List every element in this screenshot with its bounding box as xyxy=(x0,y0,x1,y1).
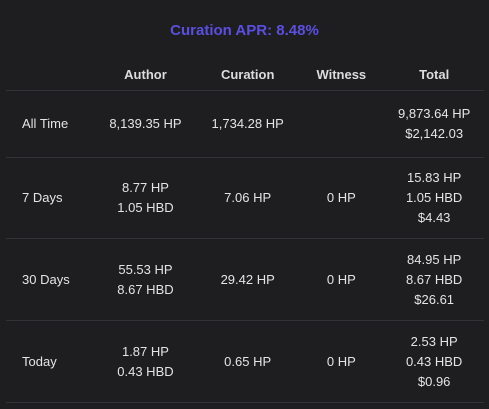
table-row-7-days: 7 Days 8.77 HP 1.05 HBD 7.06 HP 0 HP 15.… xyxy=(6,157,484,239)
author-cell: 1.87 HP 0.43 HBD xyxy=(93,320,197,403)
curation-apr-label: Curation APR: xyxy=(170,22,273,39)
total-hbd: 1.05 HBD xyxy=(405,190,463,205)
rewards-table: Author Curation Witness Total All Time 8… xyxy=(6,58,484,403)
total-usd: $26.61 xyxy=(414,291,455,307)
curation-cell: 1,734.28 HP xyxy=(197,90,299,158)
total-usd: $0.96 xyxy=(417,373,451,389)
table-header-row: Author Curation Witness Total xyxy=(6,58,484,91)
curation-hp: 1,734.28 HP xyxy=(211,116,284,131)
header-period xyxy=(6,58,94,91)
curation-hp: 0.65 HP xyxy=(224,353,272,369)
curation-cell: 29.42 HP xyxy=(197,238,299,321)
total-hp: 9,873.64 HP xyxy=(398,106,471,121)
curation-apr-value: 8.48% xyxy=(276,22,319,39)
author-hp: 8,139.35 HP xyxy=(109,116,182,131)
author-hbd: 8.67 HBD xyxy=(117,281,174,297)
period-label: Today xyxy=(6,320,94,403)
curation-cell: 0.65 HP xyxy=(197,320,299,403)
total-cell: 9,873.64 HP $2,142.03 xyxy=(384,90,484,158)
total-usd: $2,142.03 xyxy=(405,126,464,141)
curation-hp: 7.06 HP xyxy=(224,190,272,205)
author-cell: 8.77 HP 1.05 HBD xyxy=(93,157,197,239)
author-hbd: 1.05 HBD xyxy=(117,200,174,215)
total-hp: 2.53 HP xyxy=(410,333,458,349)
header-curation: Curation xyxy=(220,66,275,82)
table-row-all-time: All Time 8,139.35 HP 1,734.28 HP 9,873.6… xyxy=(6,90,484,158)
total-cell: 2.53 HP 0.43 HBD $0.96 xyxy=(384,320,484,403)
author-cell: 8,139.35 HP xyxy=(93,90,197,158)
table-row-30-days: 30 Days 55.53 HP 8.67 HBD 29.42 HP 0 HP … xyxy=(6,238,484,321)
period-label: All Time xyxy=(6,90,94,158)
author-hp: 55.53 HP xyxy=(118,261,173,277)
witness-hp: 0 HP xyxy=(326,271,356,287)
witness-cell xyxy=(298,90,385,158)
curation-hp: 29.42 HP xyxy=(220,271,275,287)
curation-apr: Curation APR: 8.48% xyxy=(0,22,489,39)
total-hp: 15.83 HP xyxy=(407,170,462,185)
total-cell: 84.95 HP 8.67 HBD $26.61 xyxy=(384,238,484,321)
author-hp: 8.77 HP xyxy=(121,180,169,195)
total-cell: 15.83 HP 1.05 HBD $4.43 xyxy=(384,157,484,239)
total-hp: 84.95 HP xyxy=(407,251,462,267)
author-cell: 55.53 HP 8.67 HBD xyxy=(93,238,197,321)
witness-cell: 0 HP xyxy=(298,157,385,239)
witness-cell: 0 HP xyxy=(298,320,385,403)
total-hbd: 8.67 HBD xyxy=(405,271,463,287)
total-usd: $4.43 xyxy=(417,210,451,225)
curation-cell: 7.06 HP xyxy=(197,157,299,239)
header-total: Total xyxy=(419,66,450,82)
witness-hp: 0 HP xyxy=(326,190,356,205)
period-label: 30 Days xyxy=(6,238,94,321)
header-witness: Witness xyxy=(316,66,367,82)
header-author: Author xyxy=(124,66,167,82)
author-hbd: 0.43 HBD xyxy=(117,363,174,379)
table-row-today: Today 1.87 HP 0.43 HBD 0.65 HP 0 HP 2.53… xyxy=(6,320,484,403)
author-hp: 1.87 HP xyxy=(121,343,169,359)
witness-cell: 0 HP xyxy=(298,238,385,321)
period-label: 7 Days xyxy=(6,157,94,239)
total-hbd: 0.43 HBD xyxy=(405,353,463,369)
witness-hp: 0 HP xyxy=(326,353,356,369)
